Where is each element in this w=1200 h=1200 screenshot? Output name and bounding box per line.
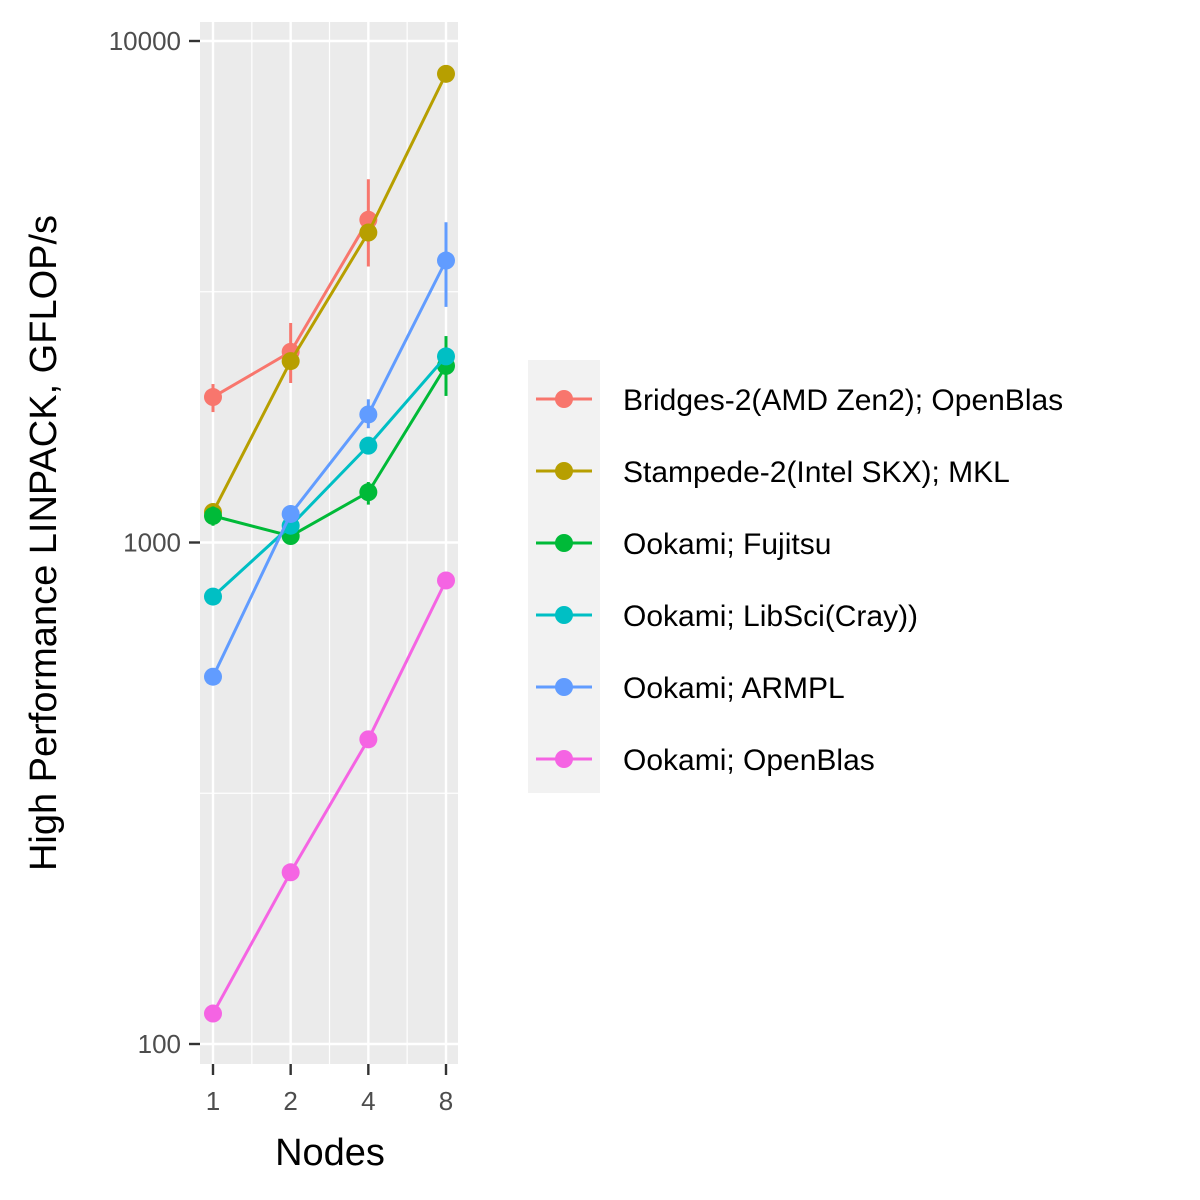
data-point xyxy=(281,352,300,371)
legend-key-point xyxy=(555,462,573,480)
x-tick-label: 1 xyxy=(206,1086,220,1116)
legend-label: Ookami; Fujitsu xyxy=(623,528,831,561)
legend-key-point xyxy=(555,750,573,768)
legend-label: Stampede-2(Intel SKX); MKL xyxy=(623,456,1010,489)
data-point xyxy=(359,730,378,749)
data-point xyxy=(204,1004,222,1023)
y-tick-label: 100 xyxy=(138,1029,181,1059)
data-point xyxy=(359,483,378,502)
data-point xyxy=(204,506,222,525)
legend-item-2: Ookami; Fujitsu xyxy=(536,528,831,561)
data-point xyxy=(437,571,455,590)
legend-item-3: Ookami; LibSci(Cray)) xyxy=(536,600,918,633)
x-tick-label: 4 xyxy=(361,1086,375,1116)
data-point xyxy=(204,587,222,606)
data-point xyxy=(281,504,300,523)
series-layer xyxy=(204,64,455,1023)
x-axis: 1 2 4 8 xyxy=(206,1064,453,1116)
series-line xyxy=(211,355,448,598)
legend-label: Ookami; OpenBlas xyxy=(623,744,875,777)
legend-key-point xyxy=(555,390,573,408)
y-axis: 100 1000 10000 xyxy=(109,26,200,1059)
legend-item-1: Stampede-2(Intel SKX); MKL xyxy=(536,456,1010,489)
series-line xyxy=(211,73,448,513)
series-line xyxy=(211,579,448,1015)
legend-item-5: Ookami; OpenBlas xyxy=(536,744,875,777)
series-line xyxy=(212,365,448,538)
data-point xyxy=(437,347,455,366)
data-point xyxy=(359,405,378,424)
x-tick-label: 8 xyxy=(439,1086,453,1116)
series-4 xyxy=(204,222,455,686)
data-point xyxy=(204,667,222,686)
y-tick-label: 1000 xyxy=(123,528,181,558)
legend-background xyxy=(528,360,600,793)
data-point xyxy=(359,436,378,455)
series-line xyxy=(211,259,448,678)
legend-label: Ookami; ARMPL xyxy=(623,672,845,705)
data-point xyxy=(359,223,378,242)
data-point xyxy=(204,388,222,407)
legend: Bridges-2(AMD Zen2); OpenBlas Stampede-2(… xyxy=(528,360,1063,793)
legend-key-point xyxy=(555,534,573,552)
data-point xyxy=(437,251,455,270)
x-tick-label: 2 xyxy=(283,1086,297,1116)
series-3 xyxy=(204,347,455,606)
x-axis-title: Nodes xyxy=(275,1132,385,1174)
y-tick-label: 10000 xyxy=(109,26,181,56)
y-axis-title: High Performance LINPACK, GFLOP/s xyxy=(23,215,65,871)
data-point xyxy=(437,64,455,83)
legend-key-point xyxy=(555,606,573,624)
legend-item-4: Ookami; ARMPL xyxy=(536,672,845,705)
legend-label: Bridges-2(AMD Zen2); OpenBlas xyxy=(623,384,1063,417)
legend-key-point xyxy=(555,678,573,696)
data-point xyxy=(281,863,300,882)
legend-label: Ookami; LibSci(Cray)) xyxy=(623,600,918,633)
legend-item-0: Bridges-2(AMD Zen2); OpenBlas xyxy=(536,384,1063,417)
series-5 xyxy=(204,571,455,1023)
